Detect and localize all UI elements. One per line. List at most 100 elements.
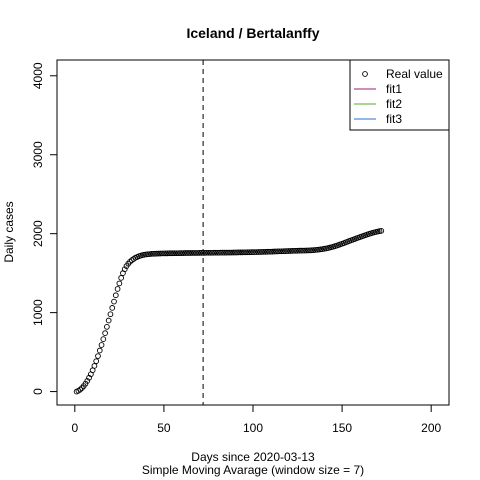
data-point <box>250 249 256 256</box>
data-point <box>116 280 123 287</box>
data-point <box>194 250 201 256</box>
x-axis-sublabel: Simple Moving Avarage (window size = 7) <box>142 463 364 477</box>
data-point <box>285 248 292 254</box>
data-point <box>189 250 196 256</box>
data-point <box>169 250 176 257</box>
legend-label: fit1 <box>386 82 402 96</box>
x-tick-label: 0 <box>71 421 78 435</box>
data-point <box>243 249 249 256</box>
data-point <box>150 250 157 257</box>
data-point <box>148 251 155 257</box>
y-tick-label: 2000 <box>31 220 45 247</box>
data-point <box>378 227 385 234</box>
data-point <box>266 248 272 255</box>
data-point <box>114 286 121 292</box>
data-point <box>84 378 91 384</box>
data-point <box>292 247 299 254</box>
data-point <box>111 298 117 305</box>
data-point <box>267 248 274 255</box>
data-point <box>171 250 178 257</box>
data-point <box>205 249 212 256</box>
x-tick-label: 50 <box>157 421 171 435</box>
data-point <box>301 247 308 254</box>
data-point <box>253 249 260 255</box>
data-point <box>146 251 153 257</box>
data-point <box>98 342 105 348</box>
data-point <box>164 250 171 257</box>
data-point <box>186 250 192 256</box>
data-point <box>255 249 262 255</box>
data-point <box>96 347 103 354</box>
data-point <box>246 249 253 256</box>
data-point <box>216 249 222 256</box>
data-point <box>225 249 231 256</box>
data-point <box>244 249 251 256</box>
x-tick-label: 100 <box>243 421 263 435</box>
data-point <box>187 250 194 256</box>
chart-title: Iceland / Bertalanffy <box>186 25 319 41</box>
data-point <box>191 250 198 256</box>
data-point <box>198 250 205 256</box>
data-point <box>104 323 110 330</box>
data-point <box>264 248 271 255</box>
legend-item: Real value <box>362 67 443 81</box>
data-point <box>223 249 230 256</box>
legend-label: fit2 <box>386 97 402 111</box>
y-axis: 0 1000 2000 3000 4000 <box>31 62 58 395</box>
data-point <box>262 248 269 255</box>
data-point <box>153 250 160 257</box>
data-point <box>269 248 276 255</box>
data-point <box>276 248 283 255</box>
data-point <box>157 250 164 257</box>
data-point <box>280 248 287 255</box>
data-point <box>289 248 296 254</box>
x-axis-label: Days since 2020-03-13 <box>191 450 315 464</box>
data-point <box>93 358 100 365</box>
data-point <box>159 250 165 257</box>
data-point <box>291 247 297 254</box>
data-point <box>177 250 183 256</box>
data-point <box>175 250 182 257</box>
legend-item: fit3 <box>354 112 402 126</box>
legend-label: fit3 <box>386 112 402 126</box>
real-value-series <box>73 227 385 395</box>
data-point <box>77 386 84 393</box>
data-point <box>193 250 199 256</box>
y-tick-label: 1000 <box>31 299 45 326</box>
data-point <box>91 363 98 369</box>
data-point <box>109 305 116 311</box>
data-point <box>308 247 315 254</box>
legend-item: fit1 <box>354 82 402 96</box>
data-point <box>203 249 210 256</box>
data-point <box>303 247 310 254</box>
data-point <box>239 249 246 256</box>
data-point <box>226 249 233 256</box>
x-axis: 0 50 100 150 200 <box>71 404 442 435</box>
y-tick-label: 3000 <box>31 141 45 168</box>
data-point <box>95 353 101 359</box>
data-point <box>184 250 190 256</box>
data-point <box>234 249 240 256</box>
data-point <box>312 247 319 253</box>
legend-label: Real value <box>386 67 443 81</box>
data-point <box>200 250 206 256</box>
data-point <box>155 250 162 257</box>
data-point <box>260 248 267 255</box>
data-point <box>152 250 158 257</box>
y-axis-label: Daily cases <box>2 201 16 262</box>
data-point <box>118 275 124 281</box>
data-point <box>178 250 185 256</box>
data-point <box>232 249 239 256</box>
data-point <box>166 250 173 257</box>
data-point <box>168 250 174 257</box>
data-point <box>282 248 288 254</box>
data-point <box>102 330 108 337</box>
data-point <box>271 248 278 255</box>
data-point <box>214 249 221 256</box>
data-point <box>275 248 281 255</box>
x-tick-label: 200 <box>421 421 441 435</box>
data-point <box>210 249 217 256</box>
data-point <box>273 248 280 255</box>
